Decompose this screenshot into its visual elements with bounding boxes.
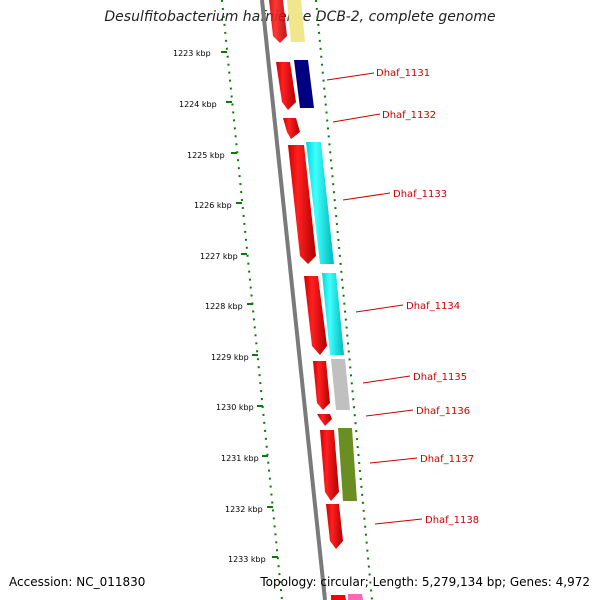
ruler-label: 1223 kbp	[173, 49, 211, 58]
gene-arrow	[288, 145, 316, 264]
gene-label: Dhaf_1133	[393, 189, 447, 200]
ruler-ticks	[221, 51, 278, 558]
ruler-dotted-line-right	[315, 0, 373, 600]
ruler-label: 1228 kbp	[205, 302, 243, 311]
gene-block-yellow	[287, 0, 305, 42]
ruler-label: 1231 kbp	[221, 454, 259, 463]
gene-block-cyan	[306, 142, 334, 264]
gene-label: Dhaf_1132	[382, 110, 436, 121]
gene-block-navy	[294, 60, 314, 108]
gene-block-olive	[338, 428, 357, 501]
accession-text: Accession: NC_011830	[9, 575, 146, 589]
gene-arrow	[331, 595, 346, 600]
gene-arrow	[326, 504, 343, 549]
ruler-label: 1232 kbp	[225, 505, 263, 514]
gene-label: Dhaf_1131	[376, 68, 430, 79]
gene-features-forward	[269, 0, 346, 600]
gene-arrow	[283, 118, 300, 139]
gene-arrow	[320, 430, 339, 501]
topology-text: Topology: circular; Length: 5,279,134 bp…	[260, 575, 590, 589]
gene-label: Dhaf_1135	[413, 372, 467, 383]
ruler-label: 1233 kbp	[228, 555, 266, 564]
ruler-label: 1230 kbp	[216, 403, 254, 412]
gene-block-cyan	[322, 273, 344, 355]
gene-arrow	[317, 414, 332, 426]
gene-label-leaders	[326, 72, 423, 525]
ruler-label: 1225 kbp	[187, 151, 225, 160]
gene-arrow	[304, 276, 327, 355]
ruler-label: 1226 kbp	[194, 201, 232, 210]
gene-arrow	[313, 361, 330, 410]
gene-arrow	[269, 0, 287, 43]
ruler-label: 1224 kbp	[179, 100, 217, 109]
gene-arrow	[276, 62, 296, 110]
ruler-label: 1229 kbp	[211, 353, 249, 362]
gene-block-pink	[348, 594, 363, 600]
gene-label: Dhaf_1138	[425, 515, 479, 526]
ruler-label: 1227 kbp	[200, 252, 238, 261]
genome-backbone	[260, 0, 327, 600]
gene-label: Dhaf_1136	[416, 406, 470, 417]
gene-label: Dhaf_1137	[420, 454, 474, 465]
gene-features-colored	[287, 0, 363, 600]
gene-label: Dhaf_1134	[406, 301, 460, 312]
gene-block-gray	[331, 359, 350, 410]
